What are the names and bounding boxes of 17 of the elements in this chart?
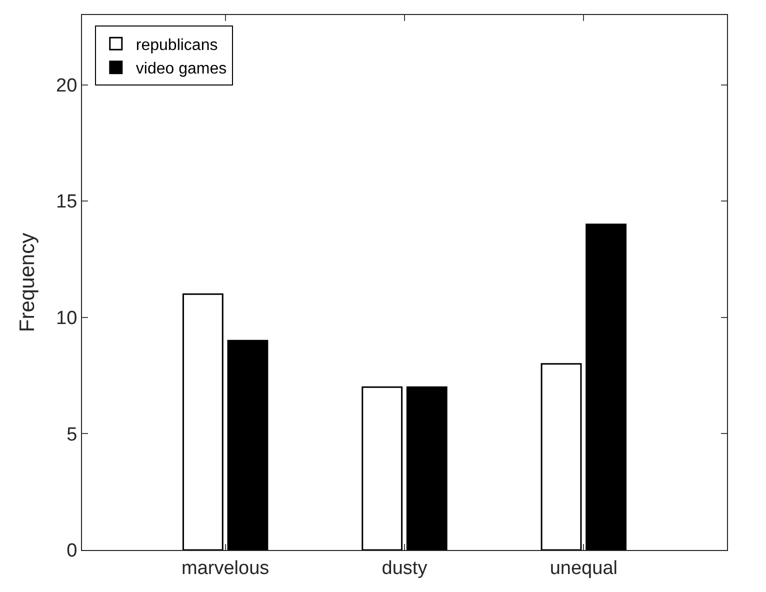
bar (362, 386, 403, 550)
x-tick-label: unequal (550, 558, 618, 579)
y-tick-label: 20 (56, 75, 78, 96)
legend-label: video games (136, 60, 227, 78)
x-tick-label: marvelous (182, 558, 270, 579)
legend-label: republicans (136, 36, 218, 54)
y-tick-label: 10 (56, 308, 78, 330)
bar (586, 224, 627, 550)
bar (182, 293, 224, 550)
y-tick-label: 0 (66, 540, 78, 562)
y-axis-title: Frequency (16, 232, 40, 332)
y-tick-label: 5 (66, 424, 78, 446)
bar (227, 340, 268, 550)
x-tick-label: dusty (382, 558, 428, 579)
bar (540, 363, 582, 550)
bar (406, 386, 448, 550)
y-tick-label: 15 (56, 192, 78, 213)
